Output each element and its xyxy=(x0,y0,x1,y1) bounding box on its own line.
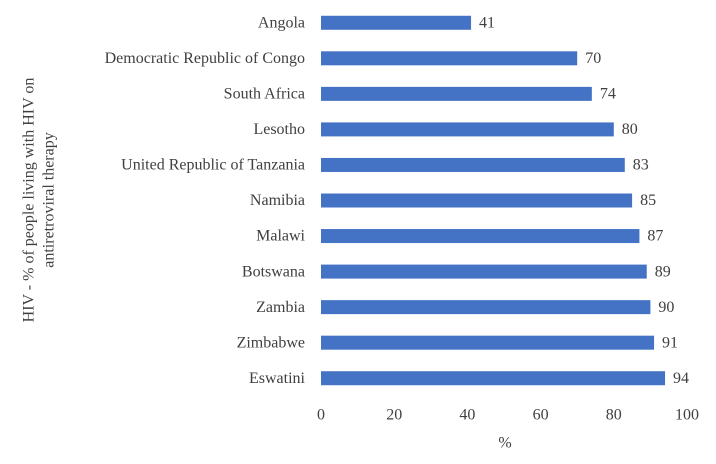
bar xyxy=(321,122,614,137)
bar xyxy=(321,193,633,208)
x-tick-label: 20 xyxy=(386,407,402,424)
bar xyxy=(321,300,651,315)
x-axis-title: % xyxy=(498,435,511,452)
value-label: 70 xyxy=(585,50,601,67)
value-label: 94 xyxy=(673,370,689,387)
bar xyxy=(321,157,625,172)
x-tick-label: 0 xyxy=(317,407,325,424)
value-label: 74 xyxy=(600,86,616,103)
bar xyxy=(321,371,666,386)
x-tick-label: 100 xyxy=(675,407,699,424)
bar xyxy=(321,335,655,350)
x-tick-label: 40 xyxy=(459,407,475,424)
y-tick-label: Eswatini xyxy=(249,370,306,387)
y-tick-label: Zambia xyxy=(256,299,305,316)
y-tick-label: Malawi xyxy=(256,228,305,245)
y-tick-label: Namibia xyxy=(250,192,305,209)
y-tick-label: South Africa xyxy=(224,86,305,103)
y-axis-title: HIV - % of people living with HIV on ant… xyxy=(21,78,58,323)
value-label: 83 xyxy=(633,157,649,174)
y-tick-label: Angola xyxy=(258,14,305,31)
value-label: 41 xyxy=(479,14,495,31)
value-label: 85 xyxy=(640,192,656,209)
value-label: 80 xyxy=(622,121,638,138)
y-tick-label: Botswana xyxy=(242,263,305,280)
bar xyxy=(321,86,592,101)
bar xyxy=(321,15,472,30)
y-tick-label: Democratic Republic of Congo xyxy=(105,50,305,67)
value-label: 91 xyxy=(662,334,678,351)
x-tick-label: 80 xyxy=(606,407,622,424)
value-label: 90 xyxy=(658,299,674,316)
y-axis-title-line: HIV - % of people living with HIV on xyxy=(21,78,38,323)
x-tick-label: 60 xyxy=(533,407,549,424)
value-label: 87 xyxy=(647,228,663,245)
y-tick-label: United Republic of Tanzania xyxy=(121,157,305,174)
y-axis-title-line: antiretroviral therapy xyxy=(41,132,58,268)
value-label: 89 xyxy=(655,263,671,280)
y-tick-label: Lesotho xyxy=(253,121,305,138)
y-tick-label: Zimbabwe xyxy=(237,334,305,351)
bar xyxy=(321,51,578,66)
bar xyxy=(321,229,640,244)
bar xyxy=(321,264,647,279)
